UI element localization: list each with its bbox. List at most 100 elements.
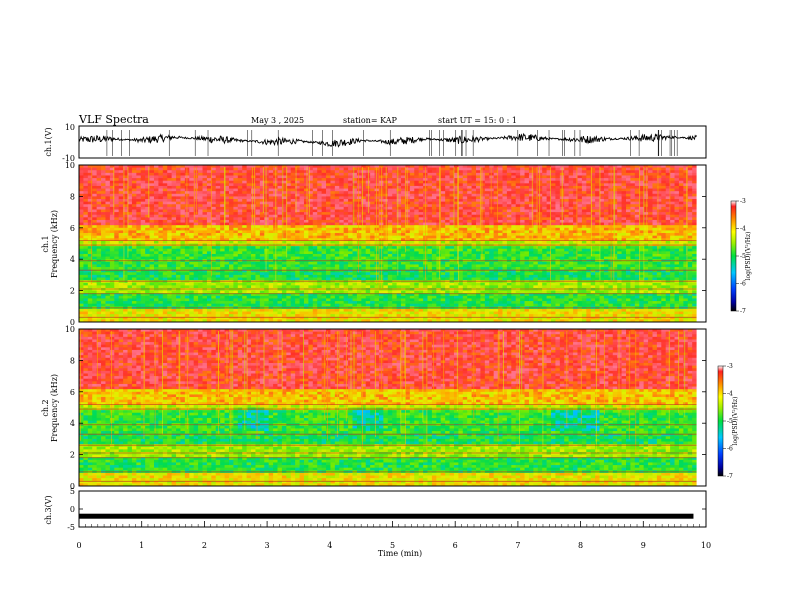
spectrogram-cell <box>127 290 133 294</box>
spectrogram-cell <box>220 287 225 291</box>
spectrogram-cell <box>123 201 128 205</box>
spectrogram-cell <box>255 175 261 179</box>
spectrogram-cell <box>440 201 446 205</box>
spectrogram-cell <box>308 280 314 284</box>
spectrogram-cell <box>193 267 199 271</box>
spectrogram-cell <box>246 301 252 305</box>
spectrogram-cell <box>171 248 177 252</box>
spectrogram-cell <box>96 204 102 208</box>
spectrogram-cell <box>105 308 111 312</box>
spectrogram-cell <box>431 277 437 281</box>
spectrogram-cell <box>105 314 111 318</box>
spectrogram-cell <box>414 225 420 229</box>
spectrogram-cell <box>228 274 234 278</box>
spectrogram-cell <box>343 201 349 205</box>
spectrogram-cell <box>259 267 265 271</box>
spectrogram-cell <box>242 256 248 260</box>
spectrogram-cell <box>123 290 128 294</box>
spectrogram-cell <box>206 235 212 239</box>
spectrogram-cell <box>180 225 186 229</box>
spectrogram-cell <box>295 206 300 210</box>
spectrogram-cell <box>127 256 133 260</box>
spectrogram-cell <box>228 311 234 315</box>
spectrogram-cell <box>158 214 164 218</box>
spectrogram-cell <box>136 298 142 302</box>
spectrogram-cell <box>286 274 292 278</box>
spectrogram-cell <box>220 196 225 200</box>
spectrogram-cell <box>211 172 217 176</box>
spectrogram-cell <box>189 272 195 276</box>
spectrogram-cell <box>180 267 186 271</box>
spectrogram-cell <box>317 206 323 210</box>
spectrogram-cell <box>189 227 195 231</box>
spectrogram-cell <box>401 235 406 239</box>
spectrogram-cell <box>339 269 345 273</box>
spectrogram-cell <box>109 175 115 179</box>
spectrogram-cell <box>405 280 411 284</box>
spectrogram-cell <box>418 172 424 176</box>
spectrogram-cell <box>114 235 120 239</box>
spectrogram-cell <box>162 196 168 200</box>
spectrogram-cell <box>136 217 142 221</box>
spectrogram-cell <box>321 165 327 169</box>
spectrogram-cell <box>233 303 239 307</box>
spectrogram-cell <box>348 256 353 260</box>
spectrogram-cell <box>321 240 327 244</box>
spectrogram-cell <box>96 256 102 260</box>
spectrogram-cell <box>206 165 212 169</box>
spectrogram-cell <box>264 170 270 174</box>
spectrogram-cell <box>131 191 137 195</box>
spectrogram-cell <box>431 227 437 231</box>
spectrogram-cell <box>290 172 296 176</box>
spectrogram-cell <box>427 308 433 312</box>
spectrogram-cell <box>149 287 155 291</box>
spectrogram-cell <box>79 269 84 273</box>
spectrogram-cell <box>79 170 84 174</box>
spectrogram-cell <box>158 227 164 231</box>
spectrogram-cell <box>127 303 133 307</box>
spectrogram-cell <box>145 248 150 252</box>
spectrogram-cell <box>109 303 115 307</box>
spectrogram-cell <box>268 201 274 205</box>
spectrogram-cell <box>356 319 362 323</box>
spectrogram-cell <box>109 222 115 226</box>
spectrogram-cell <box>153 238 159 242</box>
spectrogram-cell <box>401 172 406 176</box>
spectrogram-cell <box>255 193 261 197</box>
spectrogram-cell <box>127 264 133 268</box>
spectrogram-cell <box>145 235 150 239</box>
spectrogram-cell <box>383 246 389 250</box>
spectrogram-cell <box>202 175 208 179</box>
spectrogram-cell <box>167 183 173 187</box>
spectrogram-cell <box>401 209 406 213</box>
spectrogram-cell <box>136 204 142 208</box>
spectrogram-cell <box>228 264 234 268</box>
spectrogram-cell <box>436 248 442 252</box>
spectrogram-cell <box>109 272 115 276</box>
spectrogram-cell <box>180 290 186 294</box>
spectrogram-cell <box>118 267 124 271</box>
spectrogram-cell <box>215 233 221 237</box>
spectrogram-cell <box>356 172 362 176</box>
spectrogram-cell <box>158 301 164 305</box>
spectrogram-cell <box>321 280 327 284</box>
spectrogram-cell <box>162 280 168 284</box>
spectrogram-cell <box>202 217 208 221</box>
spectrogram-cell <box>184 269 190 273</box>
spectrogram-cell <box>118 206 124 210</box>
spectrogram-cell <box>268 230 274 234</box>
spectrogram-cell <box>162 217 168 221</box>
spectrogram-cell <box>162 267 168 271</box>
spectrogram-cell <box>211 206 217 210</box>
spectrogram-cell <box>343 295 349 299</box>
spectrogram-cell <box>286 222 292 226</box>
spectrogram-cell <box>109 253 115 257</box>
spectrogram-cell <box>242 261 248 265</box>
spectrogram-cell <box>281 316 287 320</box>
spectrogram-cell <box>361 183 367 187</box>
spectrogram-cell <box>101 170 106 174</box>
spectrogram-cell <box>83 277 89 281</box>
spectrogram-cell <box>140 230 146 234</box>
spectrogram-cell <box>277 240 283 244</box>
spectrogram-cell <box>361 217 367 221</box>
